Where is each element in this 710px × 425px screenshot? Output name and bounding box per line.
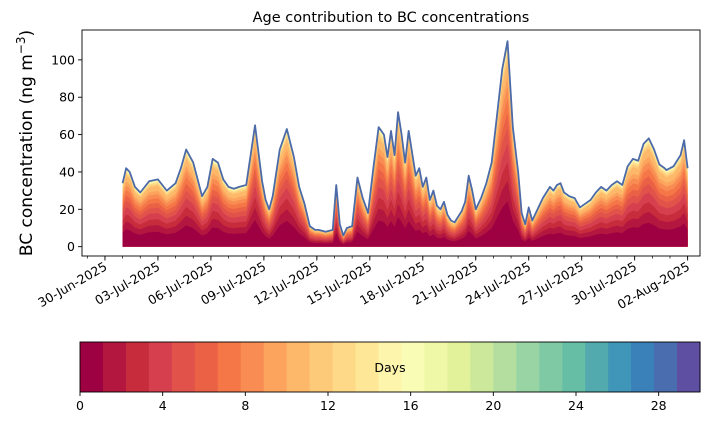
colorbar-tick-label: 24 xyxy=(568,398,584,413)
colorbar-swatch xyxy=(102,342,127,392)
colorbar-label: Days xyxy=(374,360,405,375)
colorbar-swatch xyxy=(470,342,494,392)
plot-frame xyxy=(81,29,701,257)
chart-title: Age contribution to BC concentrations xyxy=(253,10,530,26)
colorbar-tick-label: 28 xyxy=(651,398,667,413)
colorbar-swatch xyxy=(286,342,311,392)
total-bc-line xyxy=(121,40,689,237)
age-layer-4d xyxy=(122,143,688,247)
y-axis-label-superscript: −3 xyxy=(14,36,28,54)
colorbar-swatch xyxy=(194,342,219,392)
colorbar-swatch xyxy=(516,342,540,392)
y-tick-label: 80 xyxy=(59,90,75,105)
colorbar-swatch xyxy=(355,342,380,392)
age-layer-5d xyxy=(122,127,688,247)
colorbar-swatch xyxy=(424,342,448,392)
colorbar-swatch xyxy=(263,342,288,392)
colorbar-swatch xyxy=(539,342,563,392)
colorbar-swatch xyxy=(654,342,678,392)
colorbar-tick-label: 16 xyxy=(403,398,419,413)
total-bc-series xyxy=(121,40,689,237)
age-layer-3d xyxy=(122,162,688,247)
y-tick-label: 100 xyxy=(51,52,75,67)
colorbar-swatch xyxy=(332,342,357,392)
age-contribution-areas xyxy=(122,41,688,247)
y-axis-label-close: ) xyxy=(17,30,37,37)
y-axis-label-main: BC concentration (ng m xyxy=(17,54,37,256)
age-layer-1d xyxy=(122,201,688,247)
age-layer-2d xyxy=(122,180,688,247)
colorbar-swatch xyxy=(217,342,242,392)
colorbar-swatch xyxy=(631,342,655,392)
age-layer-7d xyxy=(122,98,688,247)
y-tick-label: 0 xyxy=(67,239,75,254)
y-tick-label: 60 xyxy=(59,127,75,142)
colorbar-swatch xyxy=(562,342,586,392)
colorbar-swatch xyxy=(608,342,632,392)
colorbar-swatch xyxy=(80,342,104,392)
colorbar-swatch xyxy=(125,342,150,392)
colorbar-tick-label: 0 xyxy=(76,398,84,413)
colorbar-tick-label: 12 xyxy=(320,398,336,413)
colorbar-swatch xyxy=(378,342,403,392)
y-tick-label: 40 xyxy=(59,164,75,179)
colorbar-tick-label: 20 xyxy=(485,398,501,413)
y-axis-label: BC concentration (ng m−3) xyxy=(14,30,37,256)
age-layer-6d xyxy=(122,113,688,247)
colorbar-swatch xyxy=(447,342,471,392)
colorbar-swatch xyxy=(148,342,173,392)
y-axis-ticks: 0 20 40 60 80 100 xyxy=(51,52,82,254)
colorbar-swatch xyxy=(585,342,609,392)
colorbar xyxy=(80,342,701,392)
y-tick-label: 20 xyxy=(59,202,75,217)
x-axis-ticks: 30-Jun-202503-Jul-202506-Jul-202509-Jul-… xyxy=(35,256,692,312)
colorbar-frame xyxy=(79,341,701,393)
colorbar-swatch xyxy=(401,342,426,392)
colorbar-swatch xyxy=(677,342,701,392)
colorbar-ticks: 0 4 8 12 16 20 24 28 xyxy=(76,392,667,413)
age-layer-0d xyxy=(122,222,688,247)
colorbar-tick-label: 4 xyxy=(159,398,167,413)
colorbar-swatch xyxy=(240,342,265,392)
colorbar-swatch xyxy=(309,342,334,392)
colorbar-tick-label: 8 xyxy=(241,398,249,413)
colorbar-swatch xyxy=(493,342,517,392)
colorbar-swatch xyxy=(171,342,196,392)
